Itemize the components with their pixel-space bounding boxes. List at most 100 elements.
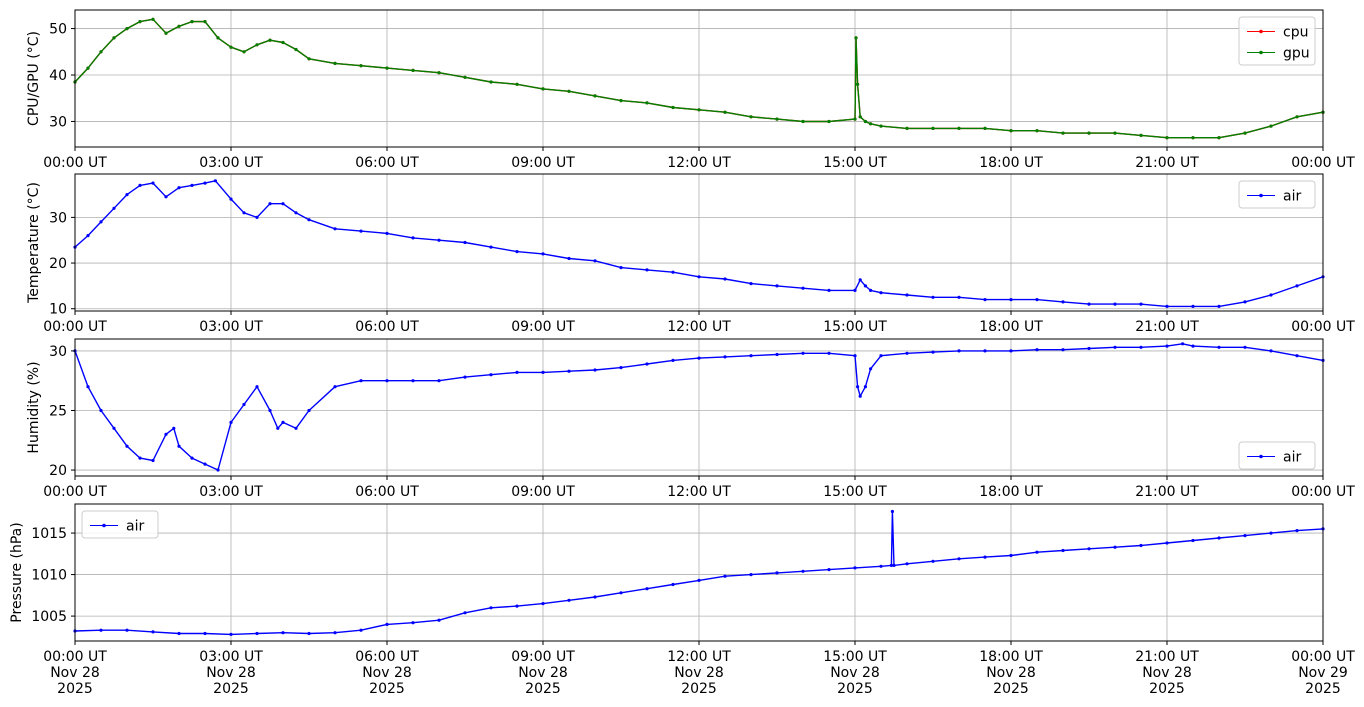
data-point-air: [541, 602, 545, 606]
data-point-gpu: [489, 80, 493, 84]
data-point-air: [983, 298, 987, 302]
data-point-gpu: [827, 119, 831, 124]
data-point-air: [957, 349, 961, 353]
x-tick-label: 2025: [369, 681, 405, 697]
legend-label-air: air: [1283, 450, 1301, 466]
data-point-air: [307, 408, 311, 413]
x-tick-label: 00:00 UT: [1291, 155, 1355, 171]
legend-box: [1238, 441, 1316, 470]
data-point-gpu: [216, 36, 220, 40]
data-point-air: [858, 394, 862, 398]
x-tick-label: Nov 28: [830, 665, 880, 681]
legend-marker-gpu: [1259, 50, 1263, 55]
series-line-air: [74, 510, 1324, 636]
data-point-gpu: [1035, 129, 1039, 133]
data-point-air: [463, 375, 467, 379]
data-point-air: [359, 379, 363, 383]
data-point-air: [151, 181, 155, 185]
x-tick-label: 12:00 UT: [667, 484, 731, 500]
data-point-gpu: [1061, 131, 1065, 135]
x-tick-label: 03:00 UT: [199, 319, 263, 335]
data-point-air: [1269, 293, 1273, 297]
data-point-air: [172, 426, 176, 430]
data-point-air: [125, 193, 129, 197]
data-point-air: [229, 632, 233, 637]
data-point-air: [515, 250, 519, 254]
x-tick-label: 21:00 UT: [1135, 649, 1199, 665]
data-point-air: [213, 179, 217, 183]
data-point-air: [671, 582, 675, 587]
data-point-air: [1061, 348, 1065, 352]
data-point-air: [858, 278, 862, 282]
data-point-air: [99, 220, 103, 224]
data-point-gpu: [697, 108, 701, 112]
y-tick-label: 1015: [31, 526, 67, 542]
data-point-air: [138, 456, 142, 460]
data-point-air: [593, 595, 597, 599]
data-point-air: [385, 622, 389, 627]
data-point-air: [164, 195, 168, 199]
data-point-air: [1035, 298, 1039, 302]
x-tick-label: Nov 28: [1142, 665, 1192, 681]
data-point-gpu: [86, 66, 90, 70]
data-point-air: [307, 631, 311, 636]
legend-label-gpu: gpu: [1283, 46, 1310, 62]
data-point-air: [853, 354, 857, 358]
data-point-air: [411, 236, 415, 240]
data-point-air: [593, 259, 597, 263]
data-point-gpu: [853, 117, 857, 121]
x-tick-label: Nov 28: [674, 665, 724, 681]
data-point-gpu: [281, 40, 285, 45]
data-point-air: [294, 211, 298, 215]
data-point-gpu: [775, 117, 779, 121]
data-point-air: [437, 379, 441, 383]
y-axis-title: CPU/GPU (°C): [26, 31, 42, 126]
x-tick-label: 00:00 UT: [43, 155, 107, 171]
data-point-air: [1113, 545, 1117, 549]
data-point-air: [359, 628, 363, 632]
y-axis-title: Pressure (hPa): [9, 522, 25, 622]
legend: air: [1238, 180, 1316, 209]
data-point-air: [489, 606, 493, 610]
data-point-air: [905, 351, 909, 355]
data-point-air: [1191, 344, 1195, 348]
data-point-gpu: [112, 36, 116, 40]
data-point-air: [890, 509, 895, 514]
data-point-gpu: [1243, 131, 1247, 135]
data-point-air: [827, 351, 831, 355]
data-point-air: [1087, 346, 1091, 351]
data-point-gpu: [671, 105, 675, 110]
data-point-air: [1139, 302, 1143, 306]
data-point-air: [203, 181, 207, 185]
data-point-air: [229, 420, 233, 424]
data-point-gpu: [255, 43, 259, 47]
data-point-air: [489, 245, 493, 249]
data-point-air: [723, 574, 727, 578]
data-point-air: [1165, 304, 1169, 308]
x-tick-label: 21:00 UT: [1135, 484, 1199, 500]
x-tick-label: 18:00 UT: [979, 649, 1043, 665]
data-point-air: [749, 354, 753, 358]
data-point-air: [749, 573, 753, 577]
data-point-air: [593, 368, 597, 372]
data-point-air: [86, 234, 90, 238]
data-point-gpu: [242, 50, 246, 54]
data-point-air: [294, 426, 298, 430]
x-tick-label: 2025: [837, 681, 873, 697]
data-point-air: [1113, 345, 1117, 349]
data-point-air: [1191, 538, 1195, 543]
data-point-air: [775, 571, 779, 575]
x-tick-label: Nov 28: [362, 665, 412, 681]
data-point-gpu: [515, 82, 519, 86]
data-point-air: [892, 563, 896, 568]
data-point-gpu: [1113, 131, 1117, 135]
data-point-air: [957, 295, 961, 299]
data-point-air: [1295, 354, 1299, 358]
x-tick-label: Nov 28: [206, 665, 256, 681]
data-point-gpu: [869, 122, 873, 126]
x-tick-label: 2025: [1149, 681, 1185, 697]
data-point-gpu: [99, 50, 103, 54]
x-tick-label: 03:00 UT: [199, 155, 263, 171]
x-tick-label: 06:00 UT: [355, 649, 419, 665]
data-point-air: [255, 631, 259, 636]
